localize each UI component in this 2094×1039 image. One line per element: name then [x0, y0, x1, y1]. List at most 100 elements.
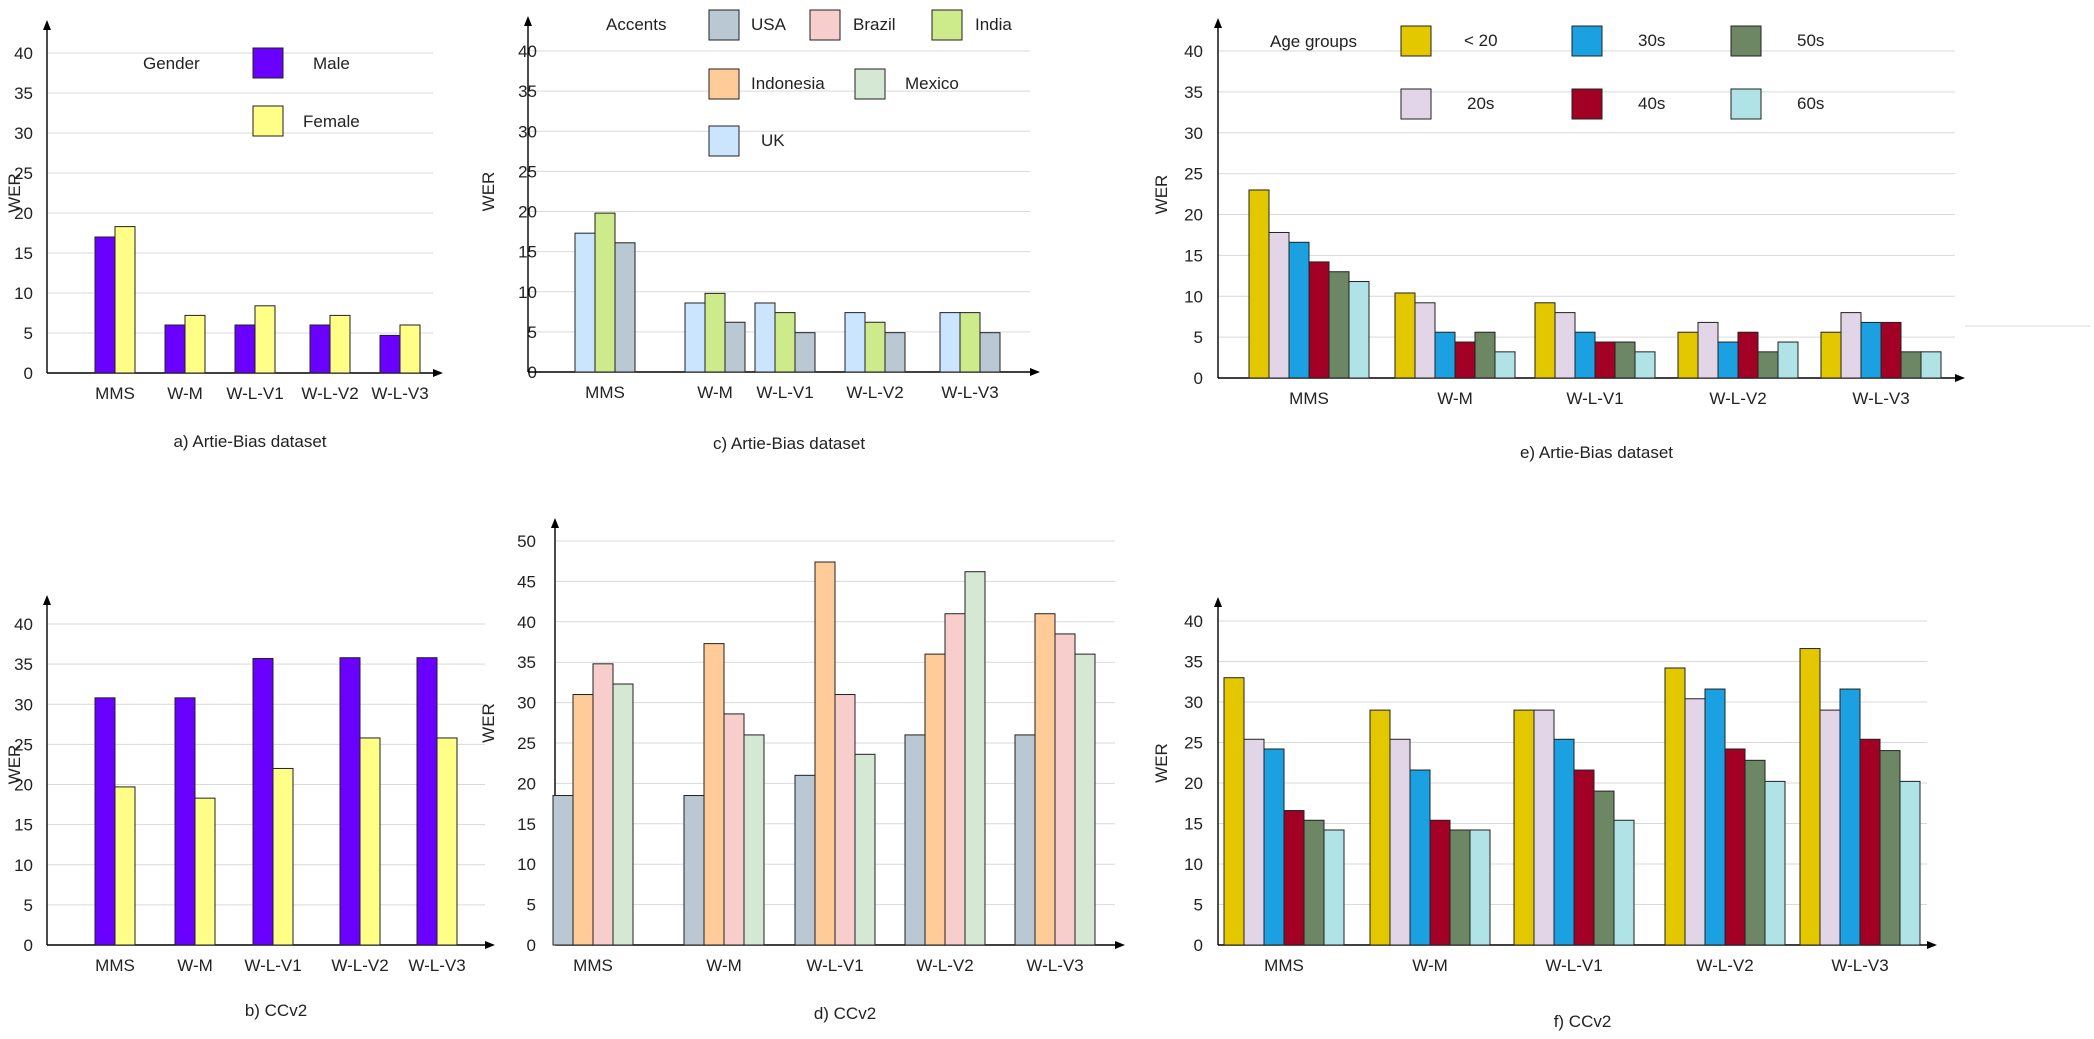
y-tick-label: 35 [1184, 83, 1203, 102]
bar-60s-w-m [1494, 351, 1516, 379]
x-category-label: W-L-V2 [916, 956, 973, 975]
y-tick-label: 40 [1184, 42, 1203, 61]
bar-60s-w-l-v1 [1613, 819, 1635, 946]
bar-40s-w-l-v3 [1859, 738, 1881, 946]
bar-20s-mms [1268, 231, 1290, 379]
x-category-label: W-L-V2 [846, 383, 903, 402]
x-category-label: W-L-V2 [1696, 956, 1753, 975]
legend-label: UK [761, 131, 785, 150]
bar-male-w-m [174, 697, 196, 946]
legend-item: < 20 [1400, 25, 1498, 57]
y-tick-label: 25 [517, 734, 536, 753]
x-category-label: W-L-V3 [941, 383, 998, 402]
bar-male-w-l-v3 [416, 657, 438, 946]
y-tick-label: 30 [1184, 124, 1203, 143]
chart-panel-d: 0 5 10 15 20 25 30 35 40 45 50 WER MMS W-M W-L-V1 W-L-V… [479, 518, 1125, 1023]
chart-panel-e: 0 5 10 15 20 25 30 35 40 WER MMS W-M W-L-V1 W-L-V2 W-L… [1152, 18, 1965, 462]
y-tick-label: 15 [1184, 246, 1203, 265]
legend-label: 40s [1638, 94, 1665, 113]
bar-indonesia-w-l-v1 [814, 561, 836, 946]
bar-usa-w-m [683, 795, 705, 946]
chart-caption: c) Artie-Bias dataset [713, 434, 865, 453]
x-category-label: W-L-V3 [371, 384, 428, 403]
chart-caption: f) CCv2 [1554, 1012, 1612, 1031]
bar-50s-w-m [1449, 829, 1471, 946]
bar--20-w-l-v1 [1513, 709, 1535, 946]
bar-female-w-l-v3 [436, 737, 458, 946]
bar-50s-w-l-v1 [1593, 790, 1615, 946]
legend-age-groups: Age groups < 20 30s 50s 20s 40s 60s [1270, 25, 2090, 327]
x-category-label: MMS [573, 956, 613, 975]
chart-panel-b: 0 5 10 15 20 25 30 35 40 WER MMS W-M W-L-V1 W-L-V2 W-L… [5, 595, 495, 1020]
bar-20s-w-l-v2 [1697, 321, 1719, 379]
legend-swatch [854, 68, 886, 100]
bar-usa-w-l-v2 [884, 332, 906, 373]
bar--20-w-l-v3 [1799, 648, 1821, 946]
y-tick-label: 45 [517, 572, 536, 591]
legend-title: Gender [143, 54, 200, 73]
bar-usa-w-l-v1 [794, 332, 816, 373]
y-axis-label: WER [5, 745, 24, 785]
bar-20s-mms [1243, 738, 1265, 946]
bar--20-w-l-v2 [1664, 667, 1686, 946]
bar-30s-w-l-v2 [1704, 688, 1726, 946]
y-tick-label: 35 [14, 655, 33, 674]
bar-mexico-w-l-v2 [964, 571, 986, 946]
y-tick-label: 10 [517, 855, 536, 874]
legend-swatch [1730, 88, 1762, 120]
y-tick-label: 15 [1184, 815, 1203, 834]
bar-20s-w-l-v1 [1533, 709, 1555, 946]
bar-60s-w-l-v1 [1634, 351, 1656, 379]
y-tick-label: 25 [1184, 165, 1203, 184]
bar-indonesia-w-l-v3 [1034, 613, 1056, 946]
x-category-label: W-L-V2 [1709, 389, 1766, 408]
y-axis-label: WER [479, 172, 498, 212]
y-tick-label: 30 [1184, 693, 1203, 712]
x-axis-arrow [1955, 374, 1965, 382]
bar-50s-mms [1303, 819, 1325, 946]
bar-female-mms [114, 786, 136, 946]
bar-40s-w-l-v3 [1880, 321, 1902, 379]
y-axis-arrow [551, 518, 559, 528]
legend-swatch [1400, 25, 1432, 57]
bar-40s-w-m [1454, 341, 1476, 379]
legend-label: 20s [1467, 94, 1494, 113]
bar-usa-w-l-v2 [904, 734, 926, 946]
legend-item: Brazil [809, 9, 896, 41]
bar-40s-mms [1308, 261, 1330, 379]
legend-label: 30s [1638, 31, 1665, 50]
legend-item: 50s [1730, 25, 1824, 57]
x-category-label: W-L-V1 [1566, 389, 1623, 408]
y-axis-label: WER [1152, 175, 1171, 215]
bar-female-w-l-v2 [359, 737, 381, 946]
bar-male-w-l-v2 [309, 324, 331, 374]
legend-swatch [1571, 88, 1603, 120]
y-tick-label: 15 [517, 815, 536, 834]
bar-usa-mms [552, 795, 574, 946]
x-category-label: W-M [1437, 389, 1473, 408]
legend-label: Indonesia [751, 74, 825, 93]
x-category-label: W-L-V3 [1831, 956, 1888, 975]
bar-50s-w-l-v2 [1757, 351, 1779, 379]
bar-female-w-m [194, 797, 216, 946]
x-category-label: W-L-V1 [806, 956, 863, 975]
bar-indonesia-mms [572, 694, 594, 946]
x-category-label: MMS [95, 384, 135, 403]
y-tick-label: 0 [24, 936, 33, 955]
bar-male-w-l-v3 [379, 334, 401, 374]
bar--20-w-m [1394, 292, 1416, 379]
legend-item: 40s [1571, 88, 1665, 120]
x-category-label: MMS [585, 383, 625, 402]
y-tick-label: 5 [527, 896, 536, 915]
legend-swatch [708, 68, 740, 100]
bar-male-mms [94, 697, 116, 946]
chart-panel-f: 0 5 10 15 20 25 30 35 40 WER MMS W-M W-L-V1 W-L-V2 W-L… [1152, 597, 1937, 1031]
bar-india-w-l-v2 [864, 321, 886, 373]
bar-60s-mms [1323, 829, 1345, 946]
y-tick-label: 5 [528, 323, 537, 342]
legend-swatch [809, 9, 841, 41]
bar-usa-w-l-v3 [979, 332, 1001, 373]
x-category-label: W-M [167, 384, 203, 403]
